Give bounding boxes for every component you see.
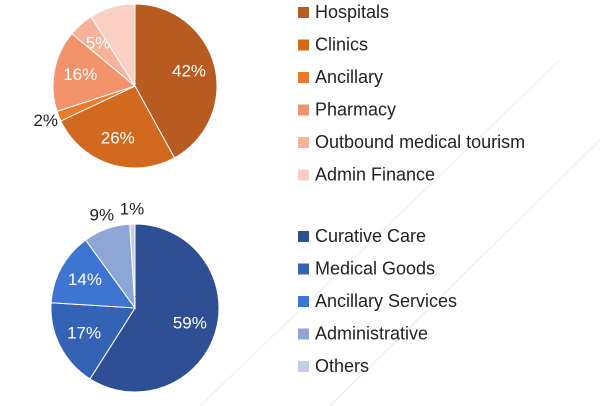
data-label: 14% [68, 270, 102, 289]
legend-swatch [298, 7, 309, 18]
legend-label: Clinics [315, 34, 368, 54]
legend-label: Pharmacy [315, 99, 396, 119]
background [199, 59, 600, 406]
legend-label: Medical Goods [315, 258, 435, 278]
legend-label: Hospitals [315, 2, 389, 22]
legend-swatch [298, 39, 309, 51]
pie-slice [90, 3, 136, 88]
data-label: 42% [172, 62, 206, 81]
legend-swatch [298, 361, 309, 372]
legend-label: Administrative [315, 323, 428, 343]
legend-label: Outbound medical tourism [315, 132, 525, 152]
data-label: 9% [96, 0, 121, 2]
data-label: 26% [101, 129, 135, 148]
data-label: 1% [120, 200, 145, 219]
legend-swatch [298, 104, 309, 116]
legend-label: Curative Care [315, 226, 426, 246]
legend-label: Admin Finance [315, 164, 435, 184]
legend-label: Others [315, 356, 369, 376]
data-label: 59% [173, 313, 207, 332]
data-label: 2% [33, 111, 58, 130]
pie-slice [52, 33, 137, 112]
legend-swatch [298, 263, 309, 275]
pie-slice [129, 223, 136, 309]
pie-slice [50, 239, 137, 309]
legend-swatch [298, 328, 309, 340]
data-label: 16% [63, 65, 97, 84]
legend-swatch [298, 137, 309, 148]
data-label: 17% [67, 323, 101, 342]
legend-label: Ancillary Services [315, 291, 457, 311]
legend-swatch [298, 296, 309, 307]
pie-slice [50, 302, 136, 380]
legend-swatch [298, 231, 309, 242]
legend-swatch [298, 72, 309, 83]
pie-slice [89, 223, 220, 393]
legend-swatch [298, 169, 309, 181]
data-label: 9% [90, 205, 115, 224]
pie-slice [134, 3, 218, 159]
legend-label: Ancillary [315, 67, 383, 87]
pie-slice [60, 85, 176, 169]
